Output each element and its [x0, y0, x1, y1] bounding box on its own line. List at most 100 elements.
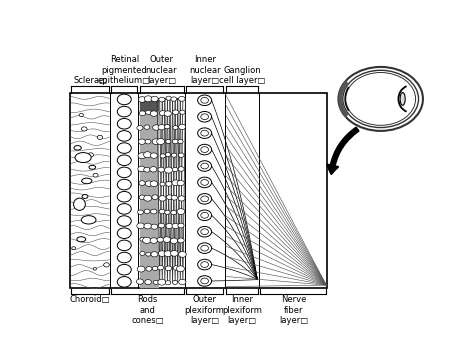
- Circle shape: [157, 139, 164, 144]
- Circle shape: [178, 167, 184, 171]
- Circle shape: [158, 223, 164, 228]
- Circle shape: [163, 237, 171, 242]
- Circle shape: [72, 247, 75, 249]
- Bar: [70, 93, 328, 288]
- Circle shape: [173, 110, 179, 114]
- Circle shape: [171, 195, 177, 200]
- Ellipse shape: [400, 92, 405, 105]
- Circle shape: [160, 182, 165, 186]
- Circle shape: [140, 251, 145, 255]
- Circle shape: [117, 179, 131, 190]
- Circle shape: [172, 168, 178, 171]
- Circle shape: [166, 223, 173, 229]
- Circle shape: [146, 266, 152, 271]
- Circle shape: [198, 193, 211, 204]
- Circle shape: [159, 196, 166, 201]
- Circle shape: [158, 251, 166, 256]
- Circle shape: [177, 180, 184, 186]
- Text: Inner
plexiform
layer□: Inner plexiform layer□: [222, 295, 262, 325]
- Circle shape: [201, 212, 209, 218]
- Circle shape: [143, 237, 151, 243]
- Circle shape: [138, 153, 146, 159]
- Circle shape: [137, 223, 145, 229]
- Circle shape: [117, 118, 131, 129]
- Circle shape: [117, 143, 131, 153]
- Circle shape: [166, 182, 172, 186]
- Circle shape: [172, 180, 180, 186]
- Circle shape: [164, 125, 170, 129]
- Circle shape: [160, 154, 165, 158]
- Circle shape: [137, 279, 144, 284]
- Circle shape: [145, 139, 151, 144]
- Circle shape: [198, 243, 211, 253]
- Circle shape: [137, 266, 145, 272]
- Circle shape: [150, 111, 157, 116]
- Text: Outer
nuclear
layer□: Outer nuclear layer□: [146, 55, 177, 85]
- Circle shape: [139, 111, 146, 116]
- Circle shape: [150, 167, 157, 172]
- Circle shape: [137, 210, 144, 214]
- Circle shape: [117, 106, 131, 117]
- Text: Rods
and
cones□: Rods and cones□: [131, 295, 164, 325]
- Circle shape: [152, 266, 158, 271]
- Circle shape: [164, 167, 173, 173]
- Circle shape: [146, 110, 151, 114]
- Circle shape: [176, 266, 184, 272]
- Circle shape: [137, 126, 143, 130]
- Circle shape: [178, 238, 184, 243]
- Circle shape: [117, 167, 131, 178]
- Circle shape: [79, 113, 83, 117]
- Circle shape: [179, 252, 186, 257]
- Circle shape: [171, 97, 177, 101]
- Circle shape: [178, 139, 183, 144]
- FancyArrowPatch shape: [327, 127, 358, 174]
- Circle shape: [159, 97, 165, 102]
- Circle shape: [117, 216, 131, 226]
- Circle shape: [166, 96, 172, 100]
- Ellipse shape: [75, 153, 91, 162]
- Ellipse shape: [77, 237, 86, 242]
- Circle shape: [180, 110, 185, 114]
- Circle shape: [144, 125, 150, 129]
- Circle shape: [117, 131, 131, 141]
- Circle shape: [82, 127, 87, 131]
- Circle shape: [144, 96, 152, 102]
- Circle shape: [198, 226, 211, 237]
- Circle shape: [173, 126, 178, 130]
- Circle shape: [117, 204, 131, 214]
- Circle shape: [138, 139, 146, 144]
- Circle shape: [177, 209, 185, 214]
- Circle shape: [201, 229, 209, 235]
- Circle shape: [179, 124, 186, 130]
- Circle shape: [117, 228, 131, 239]
- Circle shape: [154, 280, 159, 284]
- Circle shape: [198, 259, 211, 270]
- Circle shape: [201, 163, 209, 169]
- Circle shape: [198, 177, 211, 188]
- Ellipse shape: [82, 178, 92, 184]
- Circle shape: [172, 153, 177, 157]
- Circle shape: [140, 237, 145, 241]
- Circle shape: [201, 262, 209, 268]
- Circle shape: [146, 252, 151, 256]
- Circle shape: [151, 224, 158, 229]
- Circle shape: [173, 280, 178, 284]
- Circle shape: [201, 196, 209, 202]
- Circle shape: [201, 245, 209, 251]
- Circle shape: [201, 278, 209, 284]
- Circle shape: [117, 94, 131, 105]
- Circle shape: [158, 265, 164, 270]
- Ellipse shape: [89, 165, 96, 169]
- Circle shape: [145, 279, 151, 284]
- Circle shape: [170, 238, 178, 244]
- Circle shape: [178, 153, 184, 157]
- Circle shape: [164, 210, 170, 214]
- Circle shape: [178, 196, 185, 201]
- Circle shape: [157, 237, 164, 242]
- Ellipse shape: [74, 145, 82, 150]
- Circle shape: [93, 173, 98, 177]
- Circle shape: [158, 279, 166, 285]
- Circle shape: [338, 67, 423, 131]
- Circle shape: [151, 209, 157, 214]
- Circle shape: [173, 266, 179, 270]
